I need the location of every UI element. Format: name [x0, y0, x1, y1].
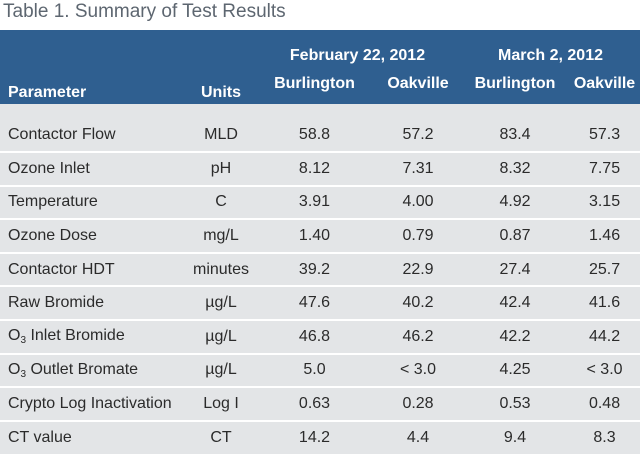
value-cell: < 3.0 — [569, 353, 640, 389]
value-cell: < 3.0 — [375, 353, 462, 389]
units-cell: µg/L — [188, 286, 254, 321]
value-cell: 47.6 — [254, 286, 375, 321]
value-cell: 42.4 — [461, 286, 570, 321]
value-cell: 40.2 — [375, 286, 462, 321]
site-header-oakville-1: Oakville — [387, 74, 449, 92]
parameter-header: Parameter — [8, 84, 87, 101]
parameter-subscript: 3 — [20, 335, 27, 347]
value-cell: 9.4 — [503, 429, 527, 447]
parameter-prefix: O — [8, 327, 21, 345]
units-cell: MLD — [188, 104, 254, 153]
parameter-cell: O3 Outlet Bromate — [0, 353, 188, 389]
value-cell: 0.63 — [254, 387, 375, 422]
table-row: Raw Bromide µg/L 47.6 40.2 42.4 41.6 — [0, 286, 640, 321]
value-cell: 5.0 — [254, 353, 375, 389]
value-cell: 46.2 — [375, 319, 462, 355]
value-cell: 39.2 — [254, 252, 375, 288]
value-cell: 0.28 — [375, 387, 462, 422]
date-header-february: February 22, 2012 — [289, 47, 426, 64]
value-cell: 8.12 — [254, 152, 375, 187]
table-row: Crypto Log Inactivation Log I 0.63 0.28 … — [0, 387, 640, 422]
units-cell: µg/L — [188, 319, 254, 355]
parameter-cell: Raw Bromide — [0, 286, 188, 321]
value-cell: 46.8 — [254, 319, 375, 355]
parameter-cell: O3 Inlet Bromide — [0, 319, 188, 355]
parameter-suffix: Inlet Bromide — [26, 327, 125, 345]
value-cell: 0.87 — [461, 219, 570, 254]
value-cell: 8.3 — [593, 429, 616, 447]
value-cell: 25.7 — [569, 252, 640, 288]
units-cell: mg/L — [188, 219, 254, 254]
table-row: O3 Inlet Bromide µg/L 46.8 46.2 42.2 44.… — [0, 319, 640, 355]
results-table: Parameter Units February 22, 2012 March … — [0, 30, 640, 454]
units-cell: C — [188, 185, 254, 221]
value-cell: 14.2 — [298, 429, 331, 447]
units-cell: pH — [188, 152, 254, 187]
units-cell: CT — [210, 429, 232, 447]
value-cell: 8.32 — [461, 152, 570, 187]
table-row: CT value CT 14.2 4.4 9.4 8.3 — [0, 420, 640, 454]
value-cell: 57.3 — [569, 104, 640, 153]
units-cell: µg/L — [188, 353, 254, 389]
units-cell: minutes — [188, 252, 254, 288]
value-cell: 4.25 — [461, 353, 570, 389]
site-header-burlington-1: Burlington — [274, 74, 355, 92]
value-cell: 22.9 — [375, 252, 462, 288]
value-cell: 3.15 — [569, 185, 640, 221]
parameter-suffix: Outlet Bromate — [26, 360, 139, 378]
value-cell: 42.2 — [461, 319, 570, 355]
parameter-prefix: O — [8, 360, 21, 378]
parameter-subscript: 3 — [20, 368, 27, 380]
value-cell: 44.2 — [569, 319, 640, 355]
value-cell: 0.53 — [461, 387, 570, 422]
value-cell: 27.4 — [461, 252, 570, 288]
value-cell: 7.31 — [375, 152, 462, 187]
site-header-burlington-2: Burlington — [474, 74, 556, 92]
table-header: Parameter Units February 22, 2012 March … — [0, 30, 640, 104]
units-cell: Log I — [188, 387, 254, 422]
value-cell: 7.75 — [569, 152, 640, 187]
parameter-cell: Ozone Dose — [0, 219, 188, 254]
value-cell: 58.8 — [254, 104, 375, 153]
table-row: Ozone Inlet pH 8.12 7.31 8.32 7.75 — [0, 152, 640, 187]
parameter-cell: Contactor Flow — [0, 104, 188, 153]
value-cell: 3.91 — [254, 185, 375, 221]
date-header-march: March 2, 2012 — [498, 47, 603, 64]
value-cell: 41.6 — [569, 286, 640, 321]
parameter-cell: Temperature — [0, 185, 188, 221]
value-cell: 1.40 — [254, 219, 375, 254]
table-row: Temperature C 3.91 4.00 4.92 3.15 — [0, 185, 640, 221]
parameter-cell: Ozone Inlet — [0, 152, 188, 187]
table-body: Contactor Flow MLD 58.8 57.2 83.4 57.3 O… — [0, 104, 640, 454]
value-cell: 1.46 — [569, 219, 640, 254]
table-row: O3 Outlet Bromate µg/L 5.0 < 3.0 4.25 < … — [0, 353, 640, 389]
table-caption: Table 1. Summary of Test Results — [0, 0, 640, 30]
value-cell: 4.4 — [406, 429, 430, 447]
value-cell: 57.2 — [375, 104, 462, 153]
table-row: Ozone Dose mg/L 1.40 0.79 0.87 1.46 — [0, 219, 640, 254]
value-cell: 0.48 — [569, 387, 640, 422]
table-row: Contactor HDT minutes 39.2 22.9 27.4 25.… — [0, 252, 640, 288]
value-cell: 0.79 — [375, 219, 462, 254]
units-header: Units — [201, 84, 241, 101]
parameter-cell: Contactor HDT — [0, 252, 188, 288]
value-cell: 83.4 — [461, 104, 570, 153]
parameter-cell: Crypto Log Inactivation — [0, 387, 188, 422]
site-header-oakville-2: Oakville — [573, 74, 636, 92]
parameter-cell: CT value — [8, 429, 72, 447]
value-cell: 4.00 — [375, 185, 462, 221]
value-cell: 4.92 — [461, 185, 570, 221]
table-row: Contactor Flow MLD 58.8 57.2 83.4 57.3 — [0, 104, 640, 153]
